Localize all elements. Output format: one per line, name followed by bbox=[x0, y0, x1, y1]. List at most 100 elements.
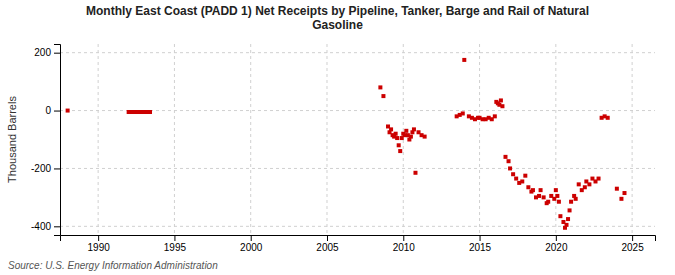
title-line: Monthly East Coast (PADD 1) Net Receipts… bbox=[86, 4, 589, 18]
x-grid-line bbox=[326, 44, 327, 235]
point bbox=[394, 132, 398, 136]
x-tick-mark bbox=[556, 235, 557, 241]
y-axis: -400 -200 0 200 bbox=[31, 45, 61, 236]
x-grid-line bbox=[479, 44, 480, 235]
point bbox=[507, 159, 511, 163]
point bbox=[615, 187, 619, 191]
point bbox=[520, 179, 524, 183]
y-tick-label: -400 bbox=[31, 221, 51, 232]
y-axis-line bbox=[54, 45, 61, 236]
point bbox=[499, 98, 503, 102]
x-tick-mark bbox=[174, 235, 175, 241]
point bbox=[462, 58, 466, 62]
y-grid-line bbox=[60, 168, 655, 169]
y-tick-mark bbox=[54, 111, 60, 112]
x-tick-mark bbox=[632, 235, 633, 241]
point bbox=[500, 104, 504, 108]
point bbox=[554, 188, 558, 192]
point bbox=[566, 217, 570, 221]
point bbox=[397, 143, 401, 147]
y-tick: -200 bbox=[31, 163, 60, 174]
x-tick-mark bbox=[327, 235, 328, 241]
point bbox=[531, 188, 535, 192]
point bbox=[423, 135, 427, 139]
point bbox=[597, 177, 601, 181]
point bbox=[66, 109, 70, 113]
y-tick: 200 bbox=[34, 47, 60, 58]
x-tick: 2025 bbox=[621, 235, 644, 253]
point bbox=[404, 129, 408, 133]
grid bbox=[60, 44, 655, 235]
x-grid-line bbox=[555, 44, 556, 235]
x-tick: 2005 bbox=[316, 235, 339, 253]
annotation: Source: U.S. Energy Information Administ… bbox=[8, 260, 218, 271]
x-tick-label: 2010 bbox=[393, 242, 416, 253]
point bbox=[565, 223, 569, 227]
point bbox=[587, 182, 591, 186]
point bbox=[389, 127, 393, 131]
chart-container: 19901995200020052010201520202025-400-200… bbox=[0, 0, 675, 275]
y-tick-label: -200 bbox=[31, 163, 51, 174]
point bbox=[148, 110, 152, 114]
point bbox=[537, 194, 541, 198]
point bbox=[461, 111, 465, 115]
x-tick-mark bbox=[403, 235, 404, 241]
point bbox=[574, 197, 578, 201]
x-tick: 2015 bbox=[469, 235, 492, 253]
x-tick-mark bbox=[480, 235, 481, 241]
x-tick: 2000 bbox=[240, 235, 263, 253]
y-tick-mark bbox=[54, 53, 60, 54]
x-tick-label: 1995 bbox=[164, 242, 187, 253]
point bbox=[539, 188, 543, 192]
x-axis-line bbox=[61, 236, 656, 242]
point bbox=[546, 200, 550, 204]
title-line: Gasoline bbox=[312, 18, 363, 32]
point bbox=[619, 197, 623, 201]
point bbox=[622, 191, 626, 195]
point bbox=[526, 185, 530, 189]
y-tick: 0 bbox=[45, 105, 60, 116]
y-axis-label: Thousand Barrels bbox=[6, 96, 18, 183]
point bbox=[378, 85, 382, 89]
y-tick-mark bbox=[54, 226, 60, 227]
point bbox=[413, 171, 417, 175]
x-tick-label: 2025 bbox=[621, 242, 644, 253]
point bbox=[557, 200, 561, 204]
x-grid-line bbox=[250, 44, 251, 235]
point bbox=[583, 185, 587, 189]
x-tick: 2020 bbox=[545, 235, 568, 253]
points bbox=[66, 58, 627, 230]
x-grid-line bbox=[174, 44, 175, 235]
x-grid-line bbox=[632, 44, 633, 235]
y-tick-mark bbox=[54, 168, 60, 169]
point bbox=[555, 194, 559, 198]
x-axis: 1990 1995 2000 2005 2010 2015 2020 2025 bbox=[61, 235, 656, 253]
point bbox=[412, 127, 416, 131]
point bbox=[514, 177, 518, 181]
title: Monthly East Coast (PADD 1) Net Receipts… bbox=[86, 4, 589, 32]
y-tick: -400 bbox=[31, 221, 60, 232]
x-tick-mark bbox=[98, 235, 99, 241]
point bbox=[558, 214, 562, 218]
point bbox=[503, 155, 507, 159]
x-tick: 1990 bbox=[88, 235, 111, 253]
point bbox=[381, 94, 385, 98]
point bbox=[523, 174, 527, 178]
point bbox=[493, 114, 497, 118]
point bbox=[569, 200, 573, 204]
chart-svg: 19901995200020052010201520202025-400-200… bbox=[0, 0, 675, 275]
x-tick-mark bbox=[251, 235, 252, 241]
point bbox=[511, 172, 515, 176]
y-tick-label: 0 bbox=[45, 105, 51, 116]
point bbox=[395, 136, 399, 140]
x-tick-label: 2020 bbox=[545, 242, 568, 253]
point bbox=[568, 208, 572, 212]
x-tick-label: 2000 bbox=[240, 242, 263, 253]
point bbox=[508, 166, 512, 170]
point bbox=[409, 135, 413, 139]
point bbox=[542, 195, 546, 199]
point bbox=[577, 182, 581, 186]
x-grid-line bbox=[98, 44, 99, 235]
y-grid-line bbox=[60, 52, 655, 53]
y-tick-label: 200 bbox=[34, 47, 51, 58]
